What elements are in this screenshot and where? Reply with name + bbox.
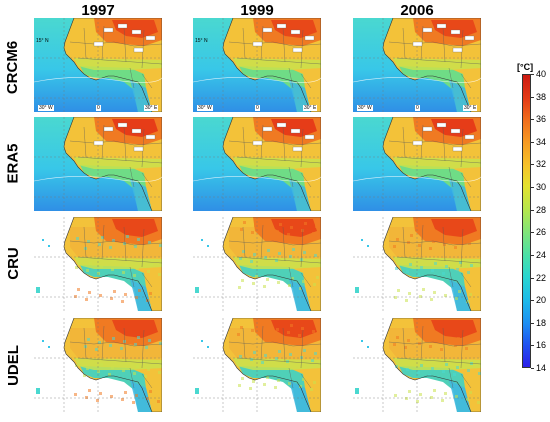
map-panel-cru-2006 <box>353 217 481 311</box>
temperature-map <box>353 318 481 412</box>
column-title-2006: 2006 <box>400 2 434 19</box>
colorbar-tick-mark <box>531 368 534 369</box>
column-title-1997: 1997 <box>81 2 115 19</box>
colorbar-tick-mark <box>531 209 534 211</box>
colorbar-tick-label: 18 <box>536 317 547 328</box>
row-title-crcm6: CRCM6 <box>4 40 22 94</box>
temperature-map <box>193 117 321 211</box>
map-panel-era5-1997 <box>34 117 162 211</box>
temperature-map <box>34 117 162 211</box>
longitude-label: 0 <box>415 105 420 111</box>
longitude-label: 30° E <box>303 105 318 111</box>
colorbar-tick-label: 40 <box>536 69 547 79</box>
colorbar-tick-mark <box>531 74 534 75</box>
map-panel-udel-1999 <box>193 318 321 412</box>
row-title-udel: UDEL <box>4 344 22 386</box>
map-panel-era5-1999 <box>193 117 321 211</box>
latitude-label: 15° N <box>195 38 208 44</box>
map-panel-crcm6-1997: 15° N 30° W 0 30° E <box>34 18 162 112</box>
latitude-label: 15° N <box>36 38 49 44</box>
map-panel-cru-1999 <box>193 217 321 311</box>
colorbar-tick-label: 36 <box>536 114 547 125</box>
row-title-cru: CRU <box>4 246 22 280</box>
colorbar-tick-label: 38 <box>536 91 547 102</box>
longitude-label: 30° W <box>197 105 213 111</box>
colorbar-tick-mark <box>531 96 534 98</box>
temperature-map <box>34 318 162 412</box>
map-panel-udel-2006 <box>353 318 481 412</box>
colorbar-tick-mark <box>531 277 534 279</box>
colorbar <box>522 74 531 368</box>
longitude-label: 0 <box>96 105 101 111</box>
colorbar-tick-mark <box>531 119 534 121</box>
longitude-label: 30° E <box>463 105 478 111</box>
colorbar-tick-mark <box>531 141 534 143</box>
column-title-1999: 1999 <box>240 2 274 19</box>
colorbar-tick-mark <box>531 254 534 256</box>
colorbar-unit: [°C] <box>517 62 534 72</box>
colorbar-tick-label: 26 <box>536 227 547 238</box>
row-title-era5: ERA5 <box>4 142 22 184</box>
temperature-map <box>193 318 321 412</box>
temperature-map <box>193 217 321 311</box>
temperature-map <box>34 18 162 112</box>
colorbar-tick-mark <box>531 187 534 189</box>
map-panel-era5-2006 <box>353 117 481 211</box>
map-panel-cru-1997 <box>34 217 162 311</box>
map-panel-crcm6-2006: 30° W 0 30° E <box>353 18 481 112</box>
colorbar-tick-label: 14 <box>536 363 547 373</box>
longitude-label: 30° E <box>144 105 159 111</box>
temperature-map <box>34 217 162 311</box>
colorbar-tick-mark <box>531 322 534 324</box>
colorbar-tick-label: 30 <box>536 182 547 193</box>
colorbar-tick-mark <box>531 232 534 234</box>
colorbar-tick-label: 28 <box>536 204 547 215</box>
longitude-label: 30° W <box>38 105 54 111</box>
colorbar-tick-label: 34 <box>536 136 547 147</box>
colorbar-tick-label: 20 <box>536 295 547 306</box>
map-panel-crcm6-1999: 15° N 30° W 0 30° E <box>193 18 321 112</box>
colorbar-tick-label: 32 <box>536 159 547 170</box>
temperature-map <box>353 18 481 112</box>
temperature-map <box>353 117 481 211</box>
colorbar-tick-label: 24 <box>536 249 547 260</box>
temperature-map <box>193 18 321 112</box>
longitude-label: 0 <box>255 105 260 111</box>
colorbar-tick-mark <box>531 164 534 166</box>
colorbar-tick-mark <box>531 345 534 347</box>
temperature-map <box>353 217 481 311</box>
colorbar-tick-label: 16 <box>536 340 547 351</box>
map-panel-udel-1997 <box>34 318 162 412</box>
colorbar-tick-label: 22 <box>536 272 547 283</box>
colorbar-tick-mark <box>531 300 534 302</box>
longitude-label: 30° W <box>357 105 373 111</box>
